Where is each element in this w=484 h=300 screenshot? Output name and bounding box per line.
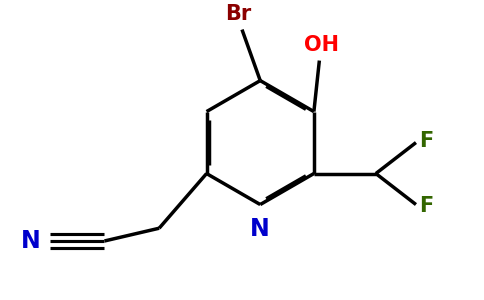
Text: F: F xyxy=(420,196,434,216)
Text: N: N xyxy=(250,217,270,241)
Text: OH: OH xyxy=(303,35,339,55)
Text: Br: Br xyxy=(225,4,252,24)
Text: F: F xyxy=(420,131,434,151)
Text: N: N xyxy=(21,229,41,253)
